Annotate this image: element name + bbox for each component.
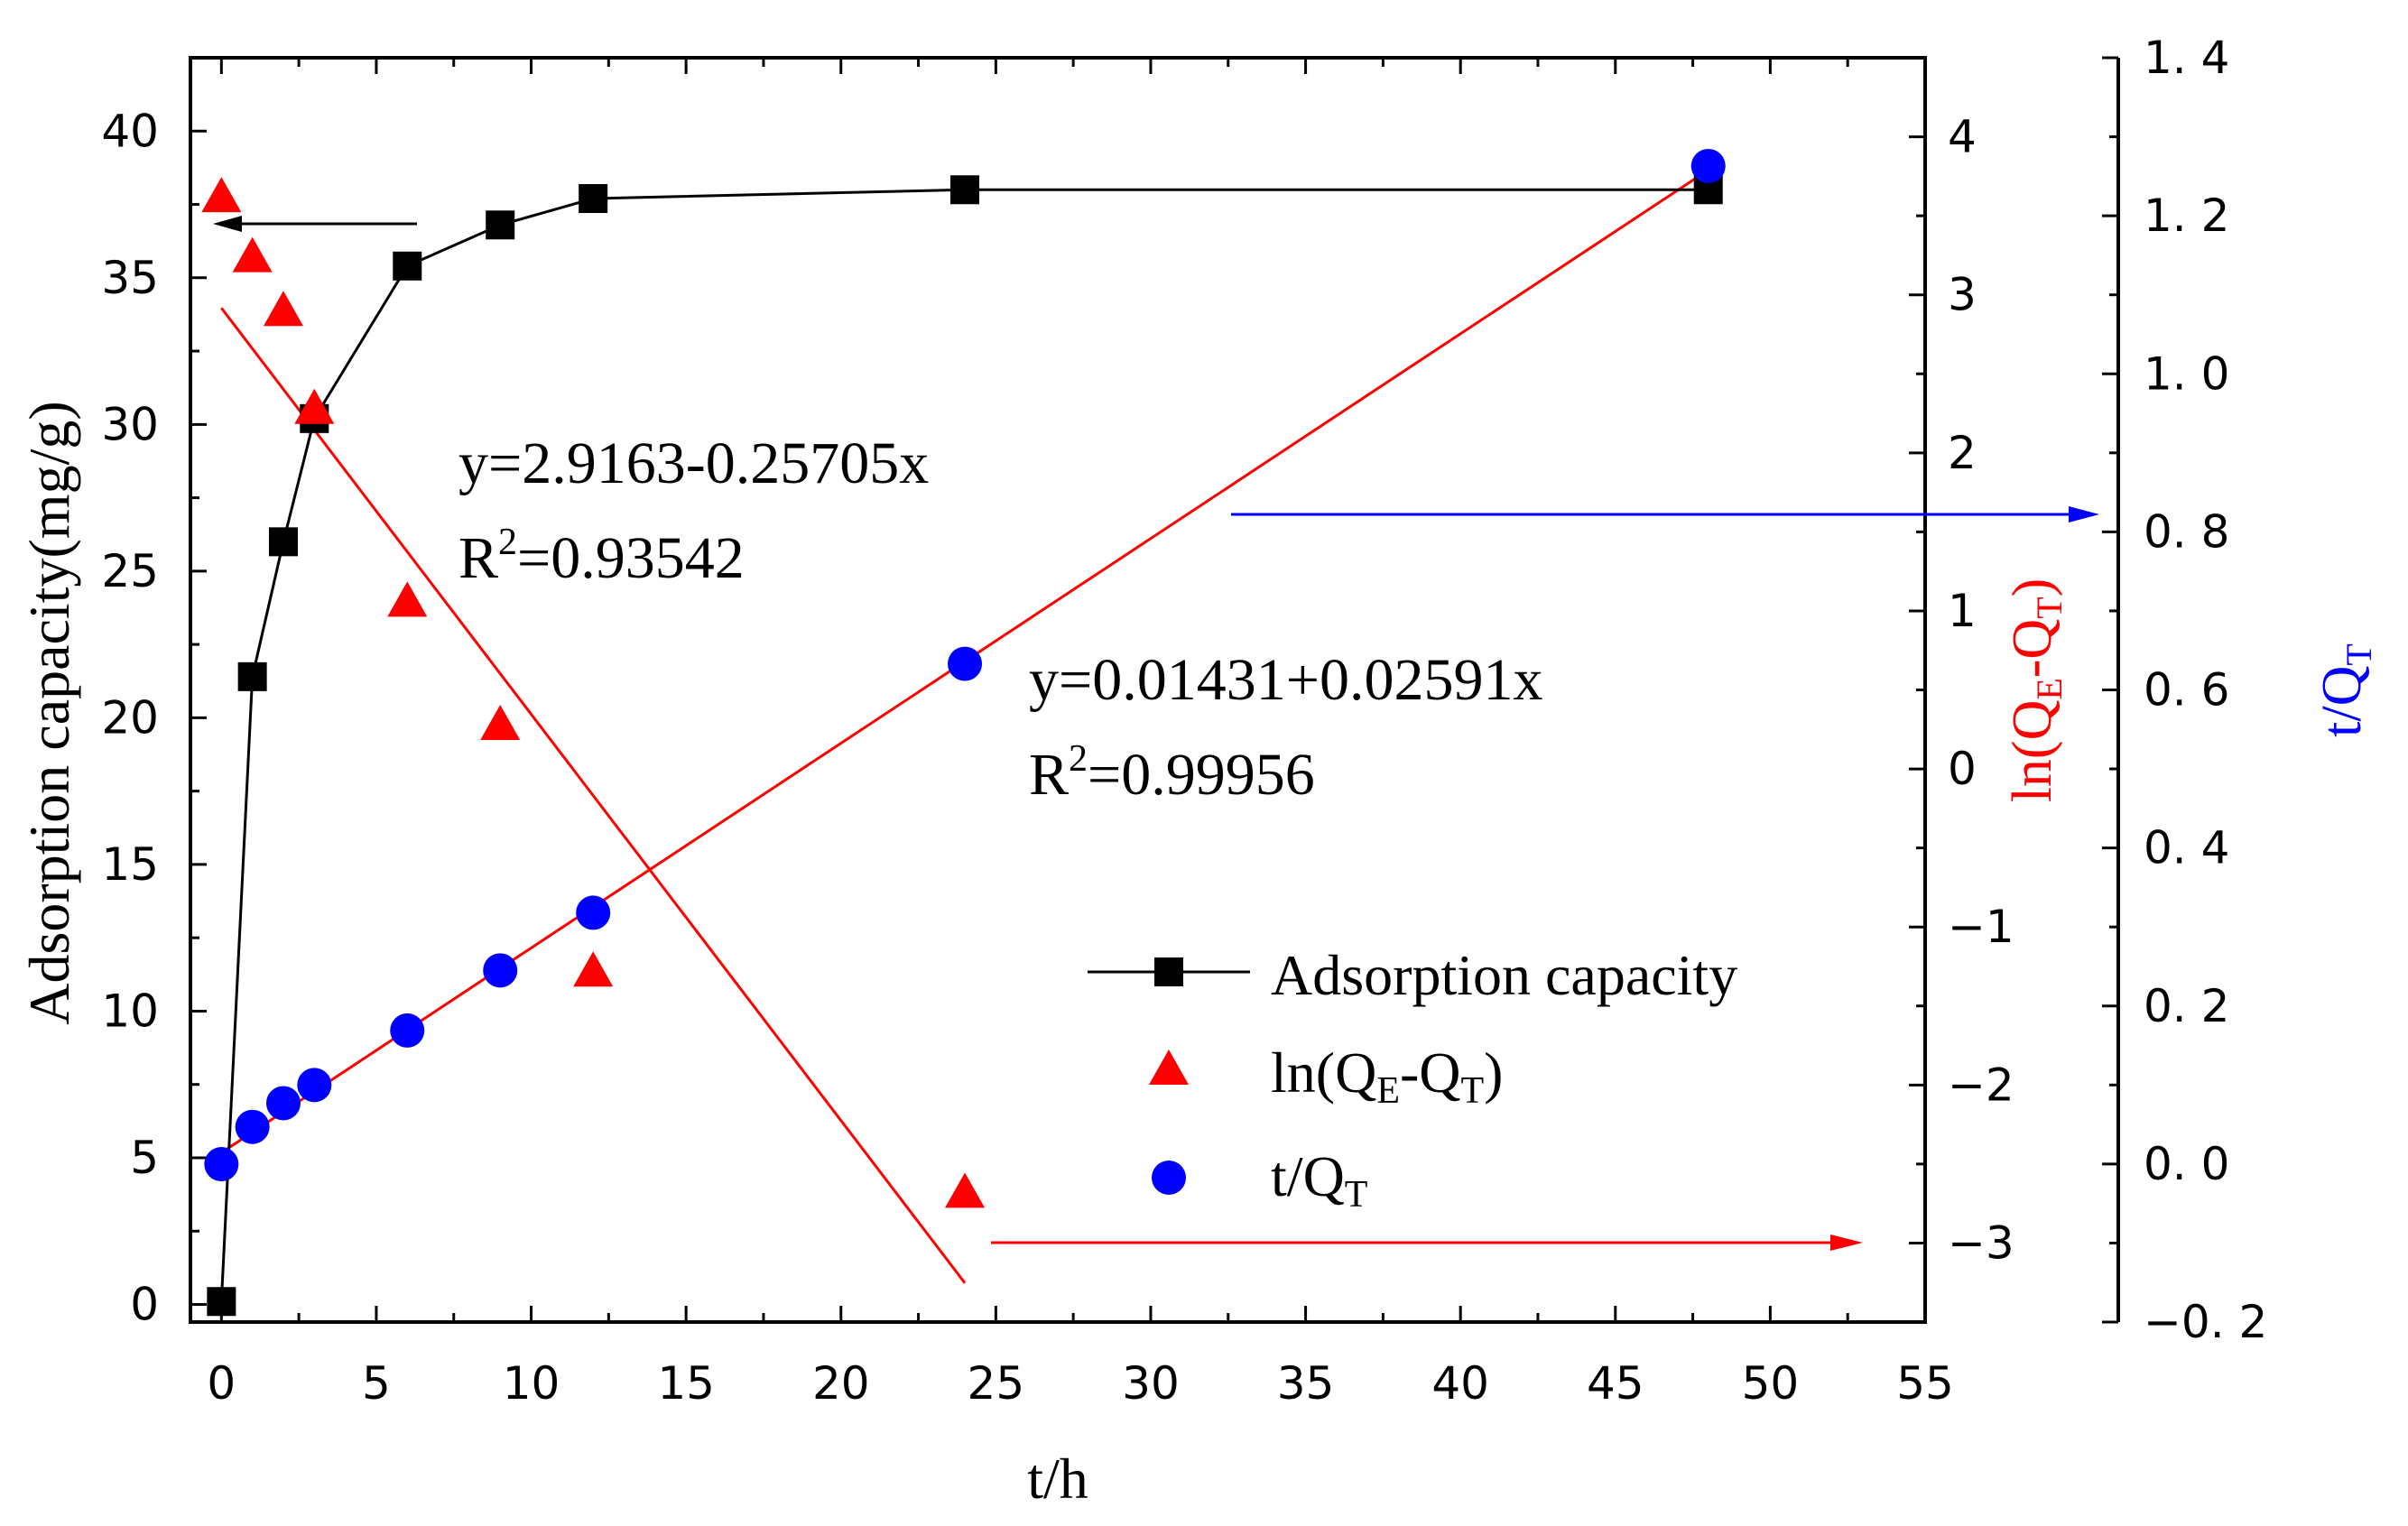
- point-capacity: [950, 175, 980, 205]
- y-tick-label: 20: [101, 691, 159, 744]
- x-tick-label: 55: [1896, 1357, 1954, 1410]
- y-tick-label: 4: [1948, 111, 1977, 163]
- point-capacity: [393, 251, 422, 281]
- y-tick-label: 0. 4: [2144, 822, 2229, 874]
- y-tick-label: −2: [1948, 1059, 2014, 1111]
- point-tq: [948, 646, 983, 681]
- y-tick-label: 30: [101, 398, 159, 450]
- x-tick-label: 30: [1122, 1357, 1180, 1410]
- point-capacity: [268, 527, 298, 557]
- legend-item-ln: ln(QE-QT): [1149, 1040, 1503, 1112]
- point-tq: [576, 895, 611, 930]
- x-tick-label: 0: [207, 1357, 236, 1410]
- point-tq: [483, 953, 518, 988]
- x-tick-label: 45: [1587, 1357, 1644, 1410]
- point-ln: [945, 1172, 986, 1208]
- y-tick-label: −1: [1948, 901, 2014, 953]
- x-axis-title: t/h: [1027, 1447, 1088, 1511]
- fit-equation-ln: y=2.9163-0.25705x: [458, 430, 929, 496]
- series-markers: [201, 148, 1726, 1317]
- point-ln: [232, 236, 273, 273]
- y-tick-label: 1. 4: [2144, 32, 2229, 84]
- y-tick-label: 15: [101, 838, 159, 891]
- point-tq: [1690, 148, 1726, 183]
- y-tick-label: 0. 0: [2144, 1138, 2229, 1190]
- legend-label-capacity: Adsorption capacity: [1271, 943, 1737, 1007]
- y-tick-label: 1: [1948, 585, 1977, 637]
- point-tq: [204, 1147, 239, 1182]
- legend-item-tq: t/QT: [1152, 1144, 1367, 1216]
- fit-lines: [220, 169, 1709, 1284]
- point-ln: [387, 581, 428, 617]
- series-lines: [219, 188, 1709, 1302]
- fit-line-right1: [220, 307, 967, 1284]
- y-tick-label: 0. 2: [2144, 980, 2229, 1032]
- legend: Adsorption capacity ln(QE-QT) t/QT: [1088, 943, 1737, 1216]
- x-tick-label: 35: [1277, 1357, 1335, 1410]
- series-line-capacity: [219, 188, 1709, 1302]
- point-tq: [390, 1013, 425, 1048]
- y-tick-label: 25: [101, 545, 159, 597]
- point-ln: [263, 291, 303, 327]
- x-tick-label: 25: [968, 1357, 1025, 1410]
- x-axis-ticks: 0 5 10 15 20 25 30 35 40 45 50 55: [207, 58, 1954, 1410]
- y-left-axis-title: Adsorption capacity(mg/g): [17, 401, 81, 1024]
- y-tick-label: 0. 6: [2144, 664, 2229, 717]
- arrow-to-left-axis: [213, 216, 417, 232]
- x-tick-label: 5: [362, 1357, 391, 1410]
- point-tq: [265, 1086, 301, 1121]
- fit-equation-tq: y=0.01431+0.02591x: [1029, 647, 1542, 713]
- y-tick-label: 0: [1948, 743, 1977, 795]
- y-tick-label: 40: [101, 105, 159, 157]
- point-ln: [201, 177, 242, 213]
- fit-r2-ln: R2=0.93542: [458, 522, 745, 591]
- x-tick-label: 40: [1431, 1357, 1489, 1410]
- y-tick-label: 0. 8: [2144, 505, 2229, 558]
- legend-item-capacity: Adsorption capacity: [1088, 943, 1737, 1007]
- y-tick-label: 35: [101, 252, 159, 304]
- y-tick-label: −0. 2: [2144, 1296, 2267, 1348]
- y-tick-label: 10: [101, 985, 159, 1037]
- y-tick-label: −3: [1948, 1216, 2014, 1269]
- y-right1-axis-ticks: −3 −2 −1 0 1 2 3 4: [1909, 111, 2014, 1269]
- y-tick-label: 1. 2: [2144, 190, 2229, 242]
- point-capacity: [579, 184, 608, 214]
- point-ln: [294, 388, 335, 424]
- point-tq: [235, 1109, 270, 1144]
- point-tq: [297, 1068, 332, 1103]
- x-tick-label: 20: [812, 1357, 870, 1410]
- point-capacity: [237, 661, 267, 691]
- y-right1-axis-title: ln(QE-QT): [2002, 578, 2070, 803]
- x-tick-label: 50: [1742, 1357, 1800, 1410]
- y-left-axis-ticks: 0 5 10 15 20 25 30 35 40: [101, 105, 207, 1330]
- fit-r2-tq: R2=0.99956: [1029, 738, 1315, 808]
- y-tick-label: 2: [1948, 427, 1977, 479]
- y-tick-label: 0: [130, 1278, 159, 1330]
- y-tick-label: 5: [130, 1132, 159, 1184]
- legend-label-tq: t/QT: [1271, 1144, 1367, 1216]
- point-ln: [573, 951, 614, 987]
- y-tick-label: 3: [1948, 269, 1977, 321]
- x-tick-label: 10: [503, 1357, 560, 1410]
- y-right2-axis-title: t/QT: [2311, 643, 2379, 737]
- point-ln: [480, 705, 521, 741]
- arrow-to-right2-axis: [1231, 506, 2099, 523]
- point-capacity: [207, 1287, 236, 1317]
- arrow-to-right1-axis: [991, 1235, 1863, 1251]
- y-tick-label: 1. 0: [2144, 347, 2229, 400]
- legend-label-ln: ln(QE-QT): [1271, 1040, 1503, 1112]
- y-right2-axis-ticks: −0. 2 0. 0 0. 2 0. 4 0. 6 0. 8 1. 0 1. 2 1. 4: [2102, 32, 2267, 1348]
- x-tick-label: 15: [657, 1357, 715, 1410]
- point-capacity: [486, 210, 515, 240]
